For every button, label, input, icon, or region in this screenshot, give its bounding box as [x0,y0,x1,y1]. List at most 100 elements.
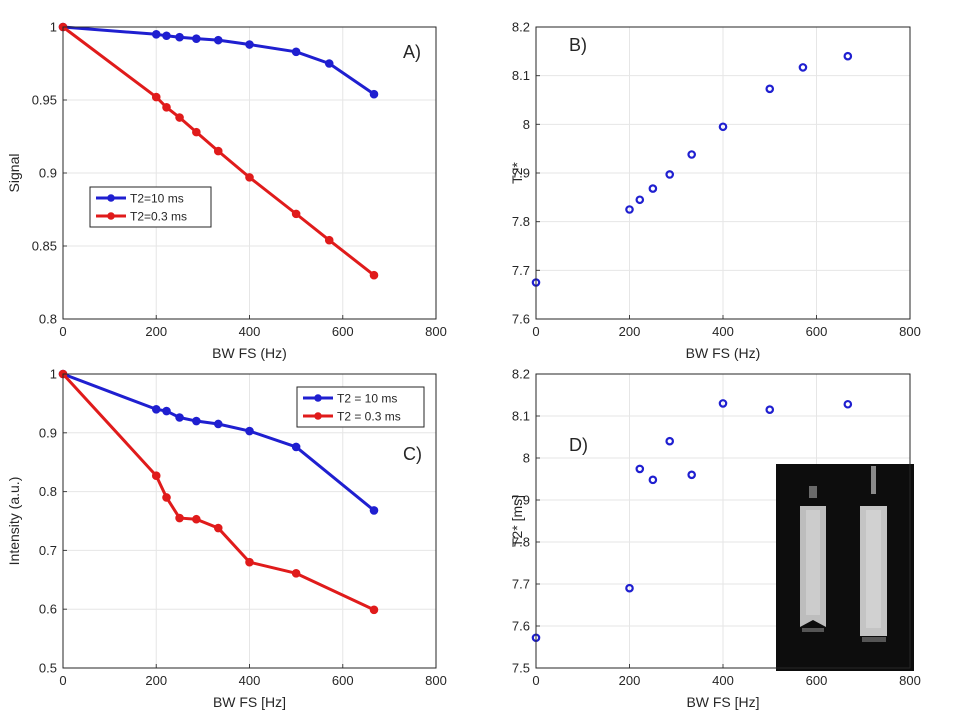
data-point [324,59,334,68]
tube-highlight [806,510,820,615]
data-point [635,464,645,474]
series-2 [58,22,379,280]
data-point [213,419,223,429]
y-tick-label: 8.1 [512,409,530,424]
x-tick-label: 800 [425,673,447,688]
x-tick-label: 400 [712,324,734,339]
data-point [324,235,334,245]
data-point [718,399,728,408]
panel-label: D) [569,435,588,455]
data-point [192,514,201,524]
data-point [162,31,171,41]
y-tick-label: 0.6 [39,602,57,617]
x-tick-label: 600 [332,673,354,688]
data-point [625,583,634,593]
data-point [369,89,379,99]
x-tick-label: 0 [59,673,66,688]
inset-image [776,464,914,671]
data-point [213,146,223,156]
data-point [175,513,184,523]
y-tick-label: 0.9 [39,425,57,440]
x-tick-label: 200 [145,324,167,339]
legend-entry: T2 = 0.3 ms [337,410,401,424]
tube-cap [809,486,817,498]
y-tick-label: 1 [50,367,57,382]
x-tick-label: 600 [806,324,828,339]
data-point [369,506,379,515]
data-point [648,184,658,193]
data-point [162,103,171,112]
panel-label: A) [403,42,421,62]
data-point [192,127,201,137]
x-tick-label: 800 [899,673,921,688]
legend-marker [107,212,115,220]
data-point [798,63,808,72]
x-tick-label: 200 [145,673,167,688]
tube-base [802,628,824,632]
data-point [291,442,301,452]
legend-marker [314,394,322,402]
data-point [175,32,184,42]
y-tick-label: 0.8 [39,484,57,499]
legend-marker [107,194,115,202]
data-point [245,40,254,49]
y-axis-label: Intensity (a.u.) [6,477,22,566]
axes-box [62,26,437,320]
series-line [62,25,375,96]
data-point [291,569,301,578]
x-tick-label: 400 [239,673,261,688]
chart-a: 0 200 400 600 800 0.8 0.85 0.9 0.95 1 BW FS (Hz) Si… [6,20,447,362]
y-tick-label: 7.6 [512,312,530,327]
y-axis-label: Signal [6,154,22,193]
legend-entry: T2 = 10 ms [337,392,397,406]
data-point [765,405,775,415]
legend: T2 = 10 ms T2 = 0.3 ms [296,386,425,428]
y-tick-label: 7.7 [512,263,530,278]
data-point [291,47,301,57]
y-tick-label: 0.5 [39,661,57,676]
data-point [192,416,201,426]
data-point [291,209,301,219]
y-axis-label: T2* [509,162,525,184]
x-tick-label: 0 [532,324,539,339]
x-axis-label: BW FS [Hz] [213,694,286,710]
y-tick-label: 0.95 [32,93,57,108]
x-tick-label: 200 [619,673,641,688]
data-point [369,270,379,280]
y-axis-label: T2* [ms] [509,495,525,547]
data-point [162,406,171,416]
y-tick-label: 7.6 [512,619,530,634]
y-tick-label: 8.2 [512,367,530,382]
x-axis-label: BW FS [Hz] [686,694,759,710]
x-tick-label: 0 [59,324,66,339]
data-point [718,122,728,132]
data-point [151,30,161,39]
data-point [151,404,161,414]
x-tick-label: 0 [532,673,539,688]
x-tick-label: 600 [332,324,354,339]
y-tick-label: 0.9 [39,166,57,181]
y-tick-label: 7.8 [512,535,530,550]
x-tick-label: 600 [806,673,828,688]
chart-d: 0 200 400 600 800 7.5 7.6 7.7 7.8 7.9 8 8.1 8.2 BW FS… [509,367,921,711]
y-tick-label: 0.7 [39,543,57,558]
x-tick-label: 400 [239,324,261,339]
data-point [843,51,853,61]
y-tick-label: 7.9 [512,166,530,181]
x-tick-label: 400 [712,673,734,688]
y-tick-label: 8 [523,451,530,466]
y-tick-label: 7.5 [512,661,530,676]
data-point [625,205,634,214]
panel-label: C) [403,444,422,464]
data-point [648,475,658,485]
x-axis-label: BW FS (Hz) [212,345,287,361]
legend-entry: T2=0.3 ms [130,210,187,224]
data-point [213,35,223,45]
y-tick-label: 0.85 [32,239,57,254]
axes-box [535,26,911,320]
y-tick-label: 8 [523,117,530,132]
y-tick-label: 7.9 [512,493,530,508]
data-point [245,426,254,436]
y-tick-label: 8.2 [512,20,530,35]
